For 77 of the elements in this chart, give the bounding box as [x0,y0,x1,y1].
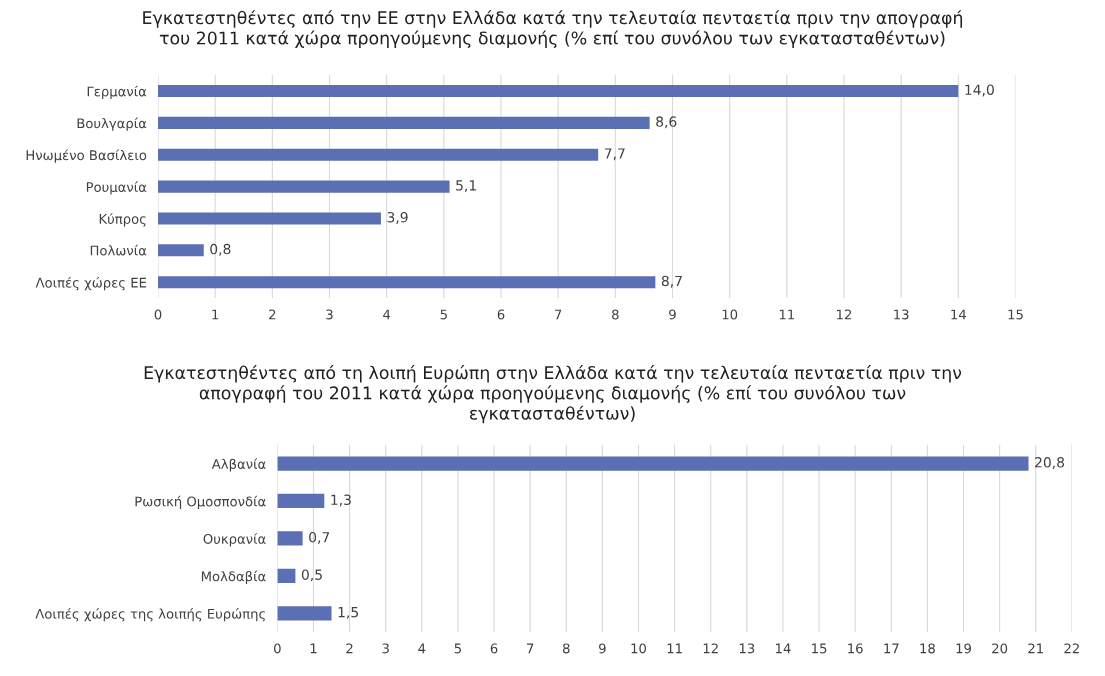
x-tick-label: 13 [894,309,909,320]
y-tick-label: Πολωνία [90,244,147,256]
x-tick-label: 10 [722,309,738,320]
data-label: 14,0 [965,84,994,97]
data-label: 5,1 [456,180,476,193]
bar [158,148,599,161]
x-tick-label: 7 [527,643,534,654]
bar [277,606,332,621]
x-tick-label: 5 [440,309,447,320]
x-tick-label: 16 [848,643,863,654]
x-tick-label: 15 [812,643,827,654]
y-tick-label: Ρωσική Ομοσπονδία [135,495,266,509]
x-tick-label: 9 [599,643,606,654]
data-label: 3,9 [387,211,408,224]
x-tick-label: 10 [631,643,647,654]
bar [158,276,656,289]
y-tick-label: Λοιπές χώρες της λοιπής Ευρώπης [35,608,265,622]
data-label: 0,5 [301,569,322,582]
y-tick-label: Γερμανία [87,85,147,99]
y-tick-label: Λοιπές χώρες ΕΕ [35,276,147,291]
x-tick-label: 8 [612,309,619,320]
x-tick-label: 6 [497,309,505,320]
bar [158,116,650,129]
x-tick-label: 17 [884,643,899,654]
x-tick-label: 19 [956,643,971,654]
x-tick-label: 3 [382,643,389,654]
x-tick-label: 21 [1028,643,1043,654]
x-tick-label: 6 [490,643,498,654]
x-tick-label: 2 [346,643,353,654]
x-tick-label: 12 [703,643,718,654]
bar [158,180,450,193]
y-tick-label: Κύπρος [99,213,146,227]
x-tick-label: 4 [383,309,391,320]
data-label: 1,5 [338,607,358,619]
x-tick-label: 14 [951,309,966,320]
data-label: 0,7 [309,531,330,544]
y-tick-label: Ρουμανία [86,181,147,195]
x-tick-label: 1 [212,309,219,320]
x-tick-label: 18 [920,643,935,654]
x-tick-label: 14 [776,643,791,654]
bar [277,568,296,583]
chart-title: Εγκατεστηθέντες από την ΕΕ στην Ελλάδα κατά την τελευταία πενταετία πριν την απογραφή του 2011 κατά χώρα προηγούμενης διαμονής (% επί του συνόλου των εγκατασταθέντων) [143,10,962,48]
data-label: 0,8 [210,243,231,256]
x-tick-label: 1 [310,643,317,654]
x-tick-label: 8 [562,643,570,654]
data-label: 1,3 [331,494,351,507]
x-tick-label: 22 [1064,643,1079,654]
bar [277,531,303,546]
x-tick-label: 9 [669,309,676,320]
bar [158,212,381,225]
y-tick-label: Ηνωμένο Βασίλειο [26,149,147,163]
x-tick-label: 11 [779,309,795,320]
data-label: 20,8 [1035,457,1065,469]
x-tick-label: 20 [992,643,1008,654]
y-tick-label: Μολδαβία [201,570,266,584]
x-tick-label: 0 [154,309,162,320]
x-tick-label: 13 [739,643,755,654]
y-tick-label: Ουκρανία [203,533,266,547]
y-tick-label: Αλβανία [211,458,266,472]
x-tick-label: 7 [555,309,562,320]
x-tick-label: 12 [837,309,852,320]
bar [277,456,1029,471]
x-tick-label: 0 [274,643,281,654]
x-tick-label: 2 [269,309,276,320]
x-tick-label: 11 [667,643,682,654]
x-tick-label: 15 [1008,309,1023,320]
bar [158,244,204,257]
data-label: 7,7 [604,148,625,161]
bar [158,84,959,98]
x-tick-label: 3 [326,309,333,320]
data-label: 8,6 [656,116,677,129]
x-tick-label: 4 [418,643,426,654]
x-tick-label: 5 [454,643,461,654]
y-tick-label: Βουλγαρία [77,117,147,131]
chart-title: Εγκατεστηθέντες από τη λοιπή Ευρώπη στην Ελλάδα κατά την τελευταία πενταετία πριν την απογραφή του 2011 κατά χώρα προηγούμενης διαμονής (% επί του συνόλου των εγκατασταθέντων) [144,365,962,424]
bar [277,493,325,509]
data-label: 8,7 [661,275,682,288]
